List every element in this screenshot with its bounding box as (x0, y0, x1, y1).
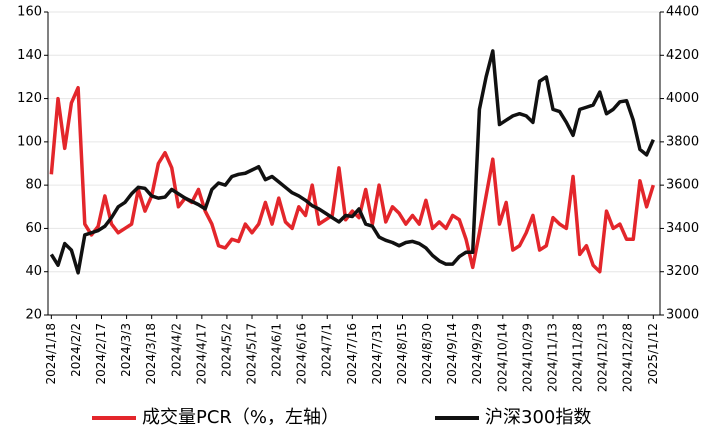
x-tick-label: 2024/2/17 (94, 323, 108, 385)
y-tick-label: 20 (25, 308, 42, 323)
y-tick-label: 80 (25, 178, 42, 193)
y-tick-label: 100 (17, 134, 42, 149)
x-tick-label: 2024/4/2 (169, 323, 183, 377)
x-tick-label: 2024/8/15 (395, 323, 409, 385)
x-tick-label: 2025/1/12 (646, 323, 660, 385)
x-tick-label: 2024/8/30 (420, 323, 434, 385)
x-tick-label: 2024/10/29 (520, 323, 534, 392)
x-tick-label: 2024/6/16 (295, 323, 309, 385)
x-tick-label: 2024/3/18 (144, 323, 158, 385)
x-tick-label: 2024/3/3 (119, 323, 133, 377)
x-tick-label: 2024/5/17 (245, 323, 259, 385)
x-tick-label: 2024/9/14 (445, 323, 459, 385)
y-tick-label: 160 (17, 5, 42, 20)
x-tick-label: 2024/6/1 (270, 323, 284, 377)
x-tick-label: 2024/7/31 (370, 323, 384, 385)
y-tick-label: 120 (17, 91, 42, 106)
y2-tick-label: 3600 (666, 178, 699, 193)
x-tick-label: 2024/11/13 (545, 323, 559, 392)
x-tick-label: 2024/1/18 (44, 323, 58, 385)
grid (48, 11, 660, 316)
y2-tick-label: 3000 (666, 308, 699, 323)
legend-label: 沪深300指数 (485, 407, 591, 428)
x-tick-label: 2024/12/13 (596, 323, 610, 392)
y2-tick-label: 4400 (666, 5, 699, 20)
y2-tick-label: 4000 (666, 91, 699, 106)
y-tick-label: 140 (17, 48, 42, 63)
x-tick-label: 2024/7/1 (320, 323, 334, 377)
y2-tick-label: 3200 (666, 264, 699, 279)
y-tick-label: 60 (25, 221, 42, 236)
y2-tick-label: 3800 (666, 134, 699, 149)
x-tick-label: 2024/7/16 (345, 323, 359, 385)
x-tick-label: 2024/4/17 (194, 323, 208, 385)
legend-label: 成交量PCR（%，左轴） (142, 407, 339, 428)
x-tick-label: 2024/10/14 (495, 323, 509, 392)
y2-tick-label: 4200 (666, 48, 699, 63)
x-tick-label: 2024/11/28 (571, 323, 585, 392)
x-tick-label: 2024/9/29 (470, 323, 484, 385)
y2-tick-label: 3400 (666, 221, 699, 236)
x-tick-label: 2024/2/2 (69, 323, 83, 377)
x-tick-label: 2024/5/2 (219, 323, 233, 377)
y-tick-label: 40 (25, 264, 42, 279)
x-tick-label: 2024/12/28 (621, 323, 635, 392)
series-line (49, 49, 655, 275)
